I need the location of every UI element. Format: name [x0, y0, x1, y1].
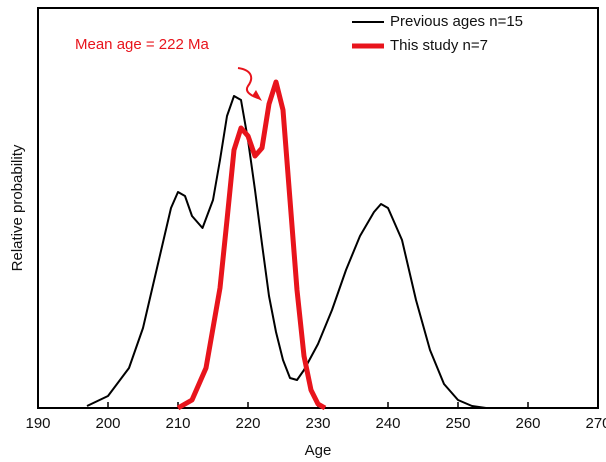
- series-line: [86, 95, 487, 409]
- legend-label: Previous ages n=15: [390, 13, 523, 30]
- series-line: [176, 79, 327, 411]
- y-axis-label: Relative probability: [9, 144, 26, 271]
- x-tick-label: 220: [235, 415, 260, 432]
- legend-label: This study n=7: [390, 37, 488, 54]
- x-axis-label: Age: [305, 442, 332, 459]
- annotation: Mean age = 222 Ma: [75, 36, 210, 53]
- annotation-arrowhead: [252, 90, 262, 101]
- x-tick-label: 270: [585, 415, 606, 432]
- x-tick-label: 200: [95, 415, 120, 432]
- x-tick-label: 250: [445, 415, 470, 432]
- plot-frame: [37, 7, 599, 409]
- x-tick-label: 210: [165, 415, 190, 432]
- x-tick-label: 240: [375, 415, 400, 432]
- x-tick-label: 230: [305, 415, 330, 432]
- x-tick-label: 190: [25, 415, 50, 432]
- x-tick-label: 260: [515, 415, 540, 432]
